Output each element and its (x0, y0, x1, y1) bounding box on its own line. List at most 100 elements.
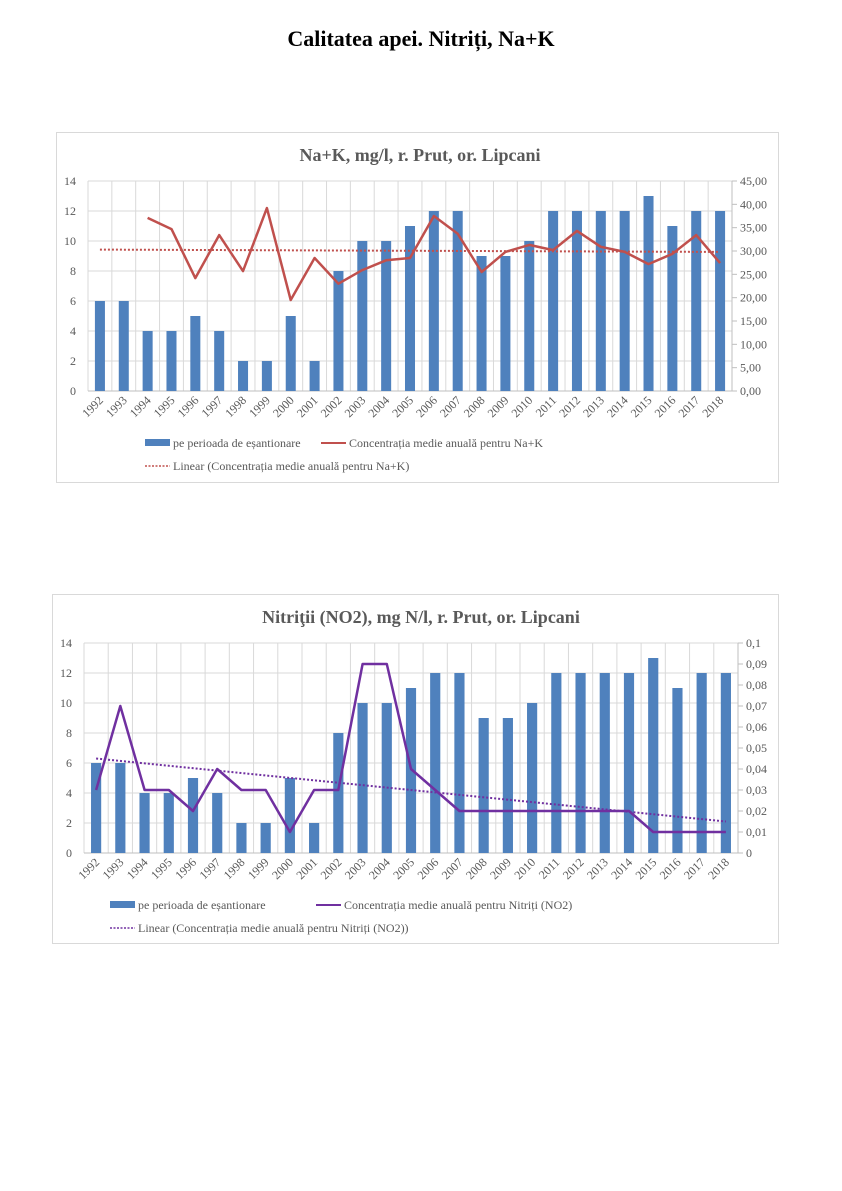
y-tick-label: 0 (70, 384, 76, 398)
x-tick-label: 2015 (628, 393, 655, 420)
y2-tick-label: 10,00 (740, 337, 767, 351)
x-tick-label: 1993 (103, 393, 130, 420)
x-tick-label: 2002 (318, 393, 345, 420)
y2-tick-label: 0,07 (746, 699, 767, 713)
y2-tick-label: 15,00 (740, 314, 767, 328)
bar-2018 (720, 673, 731, 853)
y2-tick-label: 0 (746, 846, 752, 860)
bar-1999 (261, 361, 272, 391)
x-tick-label: 2016 (657, 855, 684, 882)
bar-2017 (691, 211, 702, 391)
bar-1993 (118, 301, 129, 391)
bar-2016 (672, 688, 683, 853)
y-tick-label: 6 (70, 294, 76, 308)
x-tick-label: 1994 (127, 393, 154, 420)
bar-2009 (500, 256, 511, 391)
chart-title: Nitriţii (NO2), mg N/l, r. Prut, or. Lip… (262, 607, 580, 628)
legend-label-trend: Linear (Concentrația medie anuală pentru… (173, 459, 409, 473)
x-tick-label: 2004 (365, 393, 392, 420)
legend-label-line: Concentrația medie anuală pentru Nitriți… (344, 898, 572, 912)
x-tick-label: 2011 (536, 855, 563, 882)
bar-2012 (575, 673, 586, 853)
bar-2000 (284, 778, 295, 853)
bar-2013 (599, 673, 610, 853)
x-tick-label: 2017 (681, 855, 708, 882)
x-tick-label: 2011 (533, 393, 560, 420)
x-tick-label: 1999 (245, 855, 272, 882)
bar-2003 (357, 703, 368, 853)
legend-swatch-bars (145, 439, 170, 446)
chart-na-k-svg: Na+K, mg/l, r. Prut, or. Lipcani 0 2 4 6 8 10 1… (64, 145, 767, 473)
y2-tick-label: 0,1 (746, 636, 761, 650)
bar-2017 (696, 673, 707, 853)
bar-2004 (381, 703, 392, 853)
y2-tick-label: 0,01 (746, 825, 767, 839)
y2-tick-label: 0,05 (746, 741, 767, 755)
legend-label-trend: Linear (Concentrația medie anuală pentru… (138, 921, 409, 935)
bar-2014 (619, 211, 630, 391)
chart-nitrites: Nitriţii (NO2), mg N/l, r. Prut, or. Lip… (52, 594, 779, 944)
bar-1994 (142, 331, 153, 391)
bar-2003 (357, 241, 368, 391)
y2-tick-label: 0,04 (746, 762, 767, 776)
x-tick-label: 1996 (175, 393, 202, 420)
y-tick-label: 2 (66, 816, 72, 830)
bar-2010 (524, 241, 535, 391)
x-tick-label: 2003 (342, 393, 369, 420)
bar-1997 (212, 793, 223, 853)
x-tick-label: 2000 (269, 855, 296, 882)
chart-nitrites-svg: Nitriţii (NO2), mg N/l, r. Prut, or. Lip… (60, 607, 767, 935)
legend-label-line: Concentrația medie anuală pentru Na+K (349, 436, 543, 450)
bar-2007 (452, 211, 463, 391)
x-tick-label: 2005 (390, 855, 417, 882)
series-line (147, 206, 722, 302)
x-tick-label: 2008 (461, 393, 488, 420)
x-tick-label: 2001 (293, 855, 320, 882)
y-tick-label: 14 (60, 636, 72, 650)
x-tick-label: 2009 (487, 855, 514, 882)
bar-2008 (476, 256, 487, 391)
trendline (99, 248, 721, 253)
x-tick-label: 2006 (414, 855, 441, 882)
bar-1998 (238, 361, 249, 391)
x-tick-label: 2004 (366, 855, 393, 882)
x-tick-label: 2016 (652, 393, 679, 420)
y2-tick-label: 0,03 (746, 783, 767, 797)
x-tick-label: 2014 (604, 393, 631, 420)
y2-tick-label: 35,00 (740, 221, 767, 235)
bar-1992 (91, 763, 102, 853)
x-tick-label: 2001 (294, 393, 321, 420)
y2-tick-label: 0,06 (746, 720, 767, 734)
chart-title: Na+K, mg/l, r. Prut, or. Lipcani (300, 145, 541, 165)
x-tick-label: 1992 (75, 855, 102, 882)
y-tick-label: 12 (64, 204, 76, 218)
bar-2002 (333, 733, 344, 853)
bar-2004 (381, 241, 392, 391)
x-tick-label: 1999 (246, 393, 273, 420)
x-tick-label: 2003 (342, 855, 369, 882)
x-tick-label: 2010 (511, 855, 538, 882)
x-tick-label: 1996 (172, 855, 199, 882)
legend-label-bars: pe perioada de eșantionare (173, 436, 301, 450)
x-tick-label: 2008 (463, 855, 490, 882)
y2-tick-label: 45,00 (740, 174, 767, 188)
x-tick-label: 2014 (608, 855, 635, 882)
bar-1995 (166, 331, 177, 391)
y-tick-label: 14 (64, 174, 76, 188)
x-tick-label: 1992 (79, 393, 106, 420)
x-tick-label: 1998 (222, 393, 249, 420)
trendline (96, 757, 726, 823)
x-tick-label: 2005 (389, 393, 416, 420)
x-tick-label: 1998 (221, 855, 248, 882)
x-tick-label: 2009 (485, 393, 512, 420)
bar-2001 (309, 361, 320, 391)
x-tick-label: 1995 (151, 393, 178, 420)
page-title: Calitatea apei. Nitriți, Na+K (287, 26, 555, 51)
bar-2015 (643, 196, 654, 391)
x-tick-label: 2000 (270, 393, 297, 420)
bar-1997 (214, 331, 225, 391)
bar-2010 (527, 703, 538, 853)
y2-tick-label: 40,00 (740, 197, 767, 211)
bar-1995 (163, 793, 174, 853)
bar-1992 (94, 301, 105, 391)
